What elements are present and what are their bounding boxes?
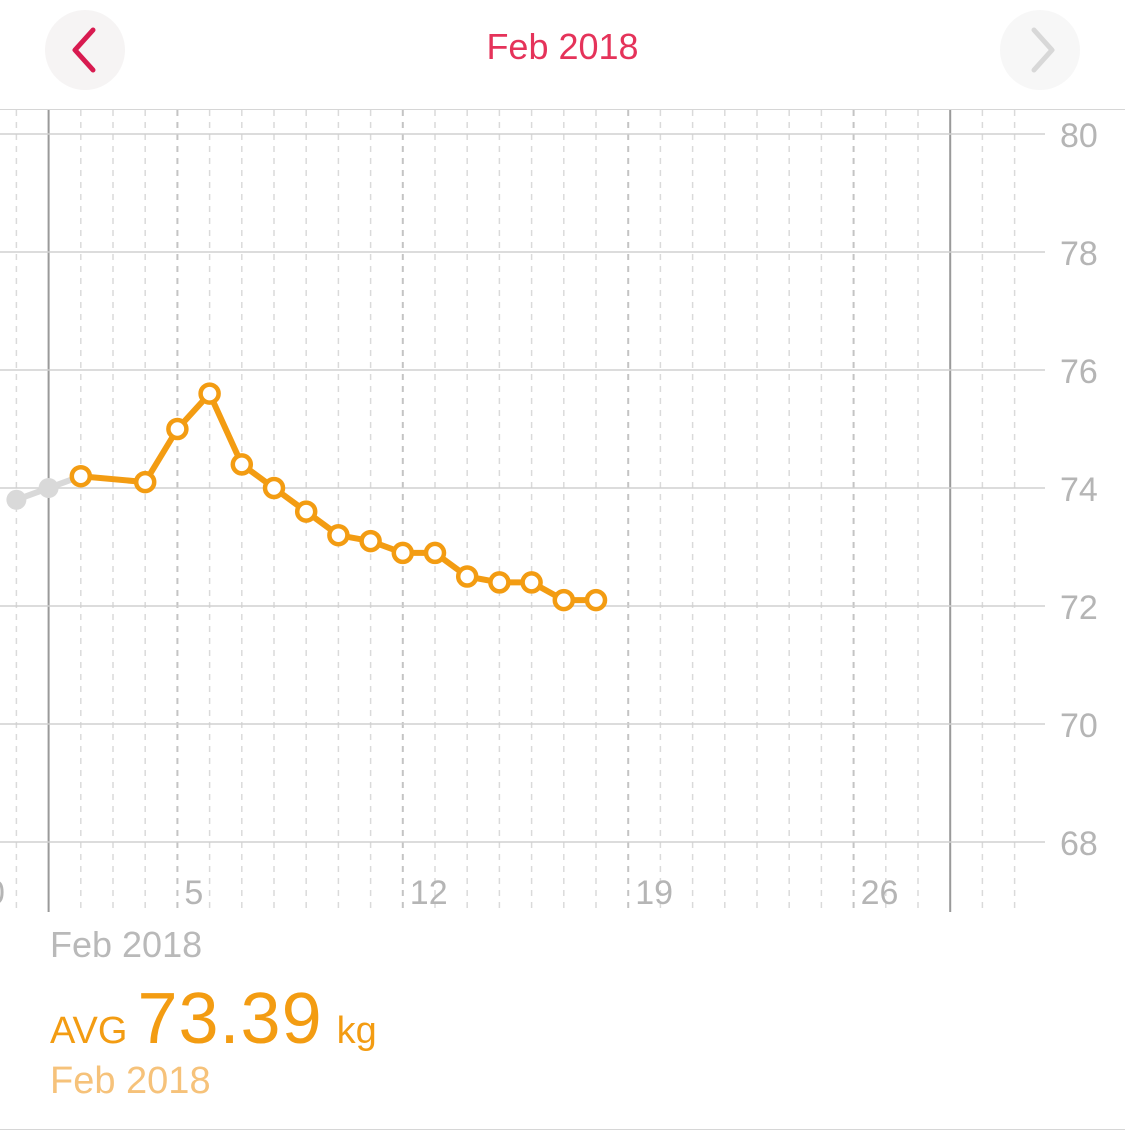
x-tick-label: 12 (410, 874, 448, 912)
bottom-divider (0, 1129, 1125, 1130)
weight-data-point (488, 571, 511, 594)
x-tick-label: 5 (184, 874, 203, 912)
previous-month-button[interactable] (45, 10, 125, 90)
weight-data-point (327, 523, 350, 547)
weight-data-point (166, 417, 189, 441)
avg-period-label: Feb 2018 (50, 1060, 211, 1102)
avg-label: AVG (50, 1010, 128, 1052)
weight-data-point (230, 453, 254, 476)
weight-data-point (520, 571, 543, 594)
prior-data-point (6, 489, 27, 510)
weight-data-point (198, 382, 221, 405)
avg-value: 73.39 (137, 979, 323, 1059)
weight-data-point (391, 541, 415, 565)
weight-data-point (69, 464, 93, 488)
y-tick-label: 80 (1060, 117, 1098, 155)
weight-data-point (294, 500, 318, 523)
x-tick-label-clipped: 0 (0, 874, 5, 912)
summary-period-label: Feb 2018 (50, 924, 203, 965)
weight-data-point (359, 529, 382, 553)
x-tick-label: 19 (635, 874, 673, 912)
page-title: Feb 2018 (486, 26, 639, 67)
weight-data-point (423, 541, 447, 565)
weight-data-point (133, 470, 157, 494)
weight-line-chart[interactable]: 80 78 76 74 72 70 68 5 12 19 26 0 (0, 0, 1125, 920)
weight-data-point (584, 588, 608, 612)
y-tick-label: 76 (1060, 353, 1098, 391)
weight-data-point (552, 588, 576, 612)
y-tick-label: 78 (1060, 235, 1098, 273)
weight-series-line (77, 390, 599, 604)
prior-data-point (38, 478, 59, 498)
x-tick-label: 26 (861, 874, 899, 912)
chevron-left-icon (72, 27, 96, 73)
average-readout: AVG 73.39 kg (50, 978, 377, 1059)
weight-data-point (455, 565, 479, 588)
y-tick-label: 72 (1060, 589, 1098, 627)
chevron-right-icon (1031, 27, 1055, 73)
y-tick-label: 70 (1060, 707, 1098, 745)
header-divider (0, 109, 1125, 110)
next-month-button[interactable] (1000, 10, 1080, 90)
avg-unit: kg (336, 1010, 377, 1052)
y-tick-label: 74 (1060, 471, 1098, 509)
y-tick-label: 68 (1060, 825, 1098, 863)
weight-data-point (262, 476, 286, 500)
